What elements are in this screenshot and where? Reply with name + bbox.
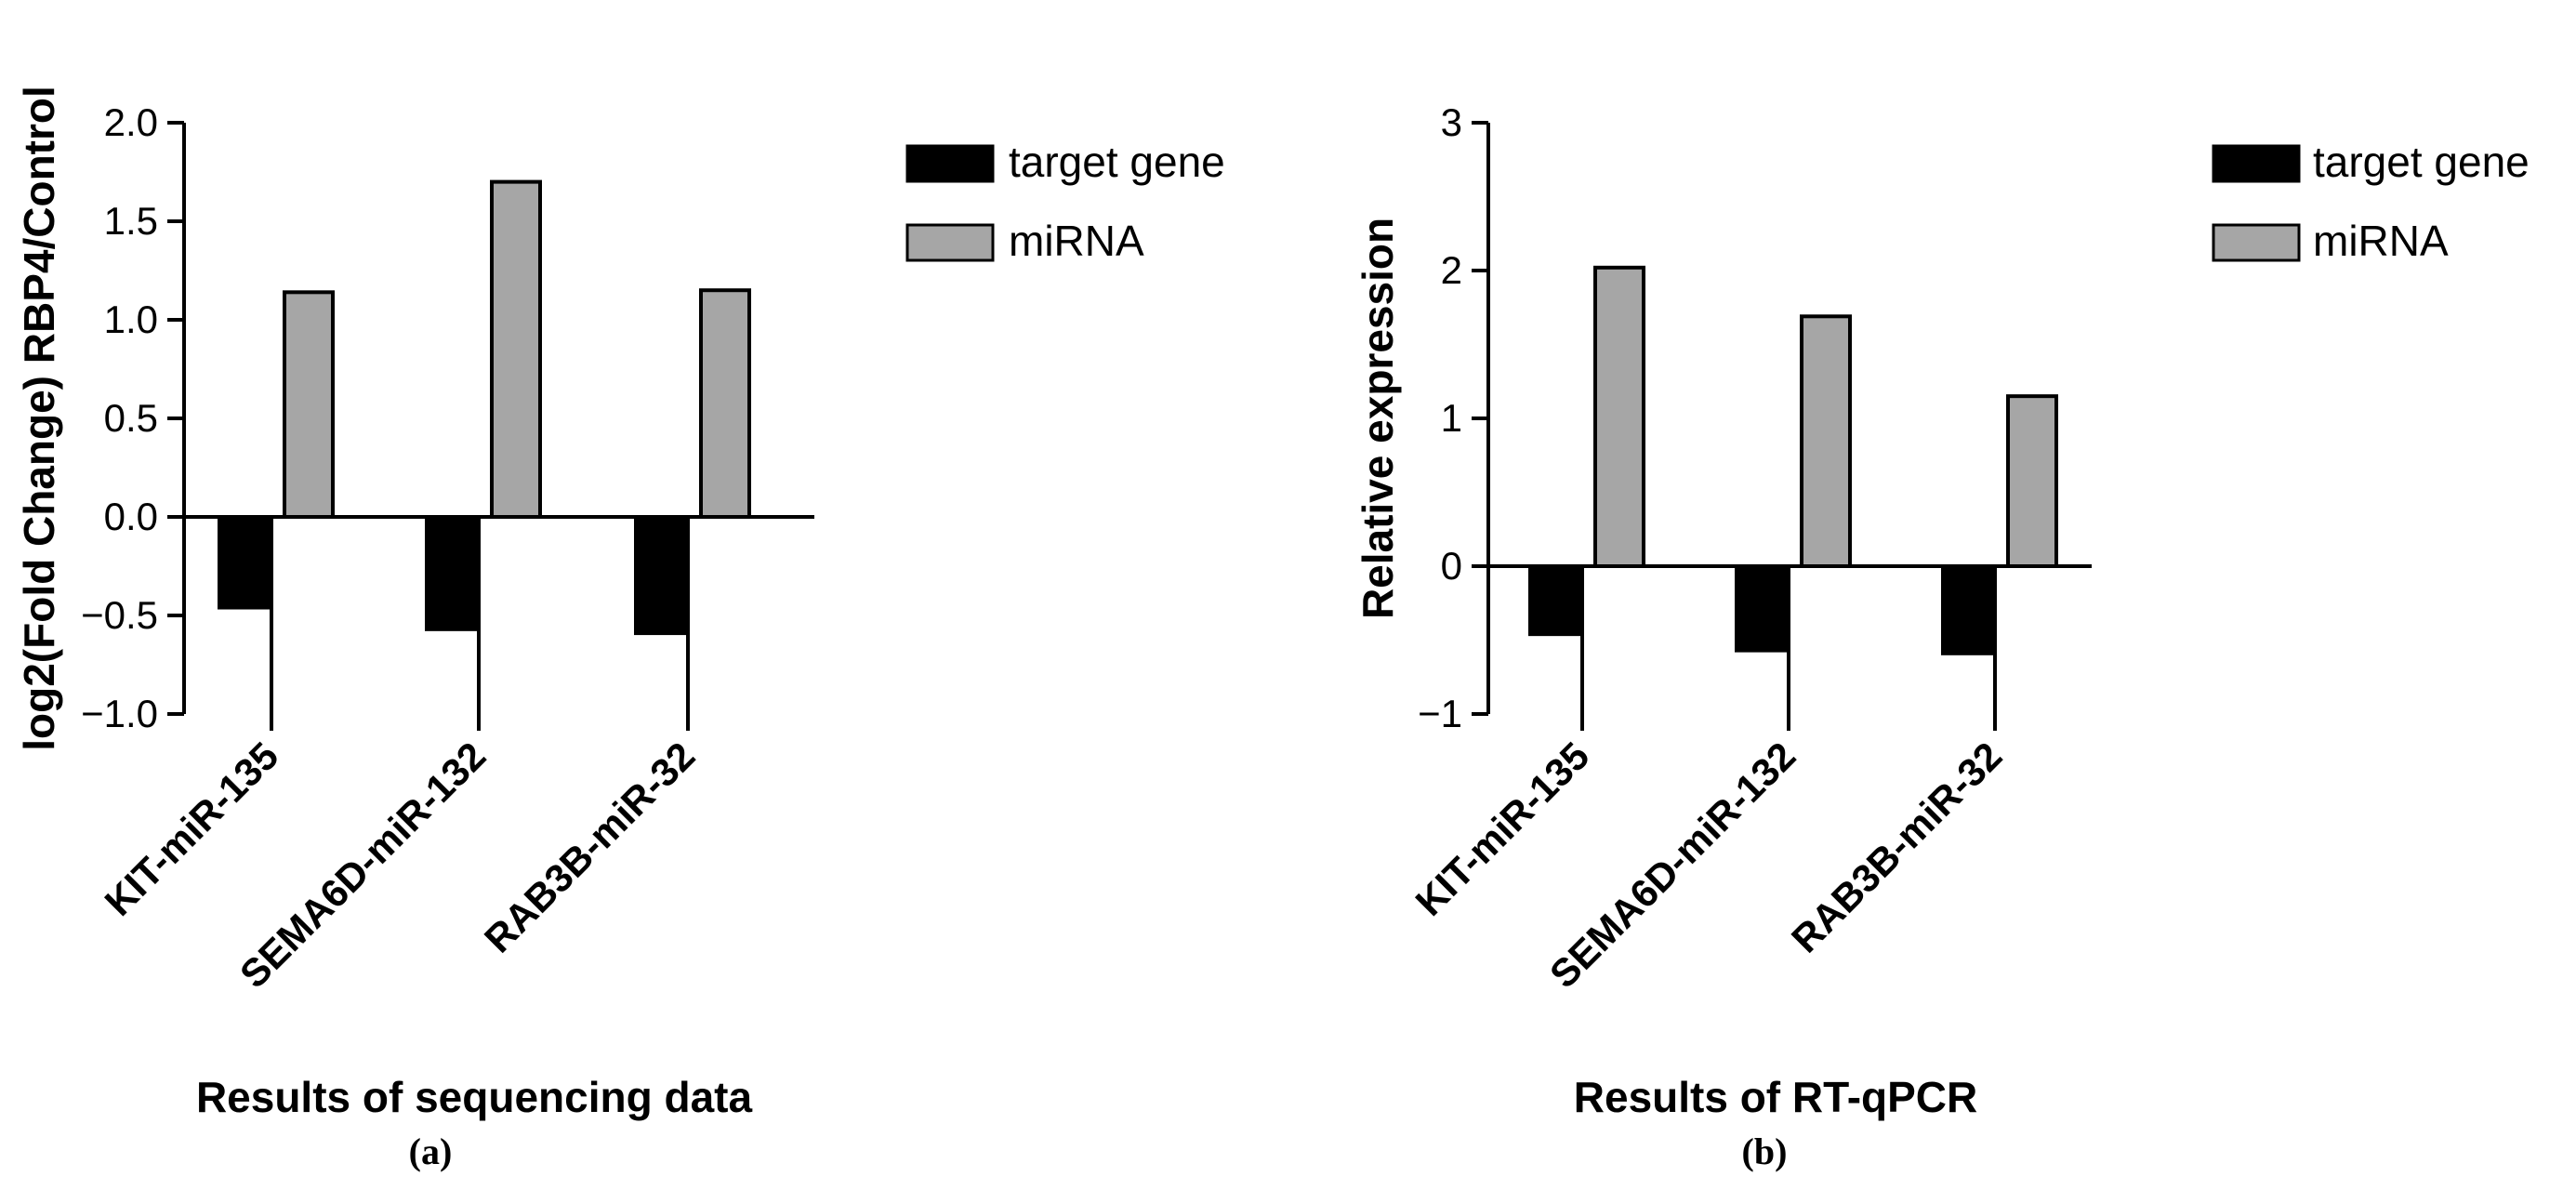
category-label-a: KIT-miR-135 bbox=[96, 734, 286, 924]
chart-panel-b: 3 2 1 0 −1 KIT-miR-135SEMA6D-miR-132RAB3B-mi… bbox=[1354, 100, 2530, 1172]
category-label-b: KIT-miR-135 bbox=[1407, 734, 1597, 924]
bar-mirna-a bbox=[699, 288, 751, 520]
bar-target-gene-b bbox=[1941, 564, 1993, 655]
y-axis-b: 3 2 1 0 −1 bbox=[1418, 100, 1490, 735]
x-axis-title-b: Results of RT-qPCR bbox=[1574, 1073, 1977, 1121]
y-tick-label-a: 1.0 bbox=[104, 298, 158, 341]
legend-label-target-a: target gene bbox=[1009, 138, 1225, 186]
legend-swatch-mirna-b bbox=[2212, 223, 2301, 262]
y-axis-title-a: log2(Fold Change) RBP4/Control bbox=[15, 86, 63, 751]
y-tick-label-a: 0.0 bbox=[104, 495, 158, 538]
y-tick-label-a: 0.5 bbox=[104, 396, 158, 440]
bar-mirna-a bbox=[283, 290, 335, 519]
bar-target-gene-a bbox=[425, 515, 477, 631]
bar-mirna-b bbox=[2006, 394, 2058, 568]
x-axis-ticks-a bbox=[270, 517, 690, 731]
y-axis-a: 2.0 1.5 1.0 0.5 0.0 −0.5 −1.0 bbox=[81, 100, 186, 735]
panel-label-a: (a) bbox=[409, 1130, 453, 1172]
bars-b bbox=[1528, 265, 2058, 655]
y-tick-label-b: 0 bbox=[1441, 544, 1462, 588]
y-tick-label-a: 2.0 bbox=[104, 100, 158, 144]
y-axis-title-b: Relative expression bbox=[1354, 218, 1402, 619]
x-axis-ticks-b bbox=[1580, 566, 1997, 731]
y-tick-label-b: 2 bbox=[1441, 248, 1462, 292]
bar-mirna-b bbox=[1800, 314, 1852, 568]
bar-mirna-a bbox=[490, 179, 542, 519]
legend-a: target gene miRNA bbox=[905, 138, 1225, 265]
y-tick-label-b: −1 bbox=[1418, 692, 1462, 735]
y-tick-label-b: 3 bbox=[1441, 100, 1462, 144]
y-tick-label-a: −0.5 bbox=[81, 593, 158, 637]
legend-label-target-b: target gene bbox=[2313, 138, 2530, 186]
category-label-b: RAB3B-miR-32 bbox=[1783, 734, 2010, 960]
bar-target-gene-a bbox=[218, 515, 270, 610]
y-tick-label-b: 1 bbox=[1441, 396, 1462, 440]
legend-swatch-target-b bbox=[2212, 144, 2301, 183]
category-label-a: RAB3B-miR-32 bbox=[476, 734, 703, 960]
bars-a bbox=[218, 179, 751, 636]
legend-swatch-mirna-a bbox=[905, 223, 995, 262]
bar-mirna-b bbox=[1593, 265, 1645, 568]
legend-b: target gene miRNA bbox=[2212, 138, 2530, 265]
bar-target-gene-b bbox=[1528, 564, 1580, 637]
chart-panel-a: 2.0 1.5 1.0 0.5 0.0 −0.5 −1.0 KIT-miR-135SEMA6… bbox=[15, 86, 1225, 1172]
bar-target-gene-b bbox=[1735, 564, 1787, 653]
y-tick-label-a: −1.0 bbox=[81, 692, 158, 735]
legend-label-mirna-a: miRNA bbox=[1009, 217, 1144, 265]
x-axis-title-a: Results of sequencing data bbox=[196, 1073, 753, 1121]
y-tick-label-a: 1.5 bbox=[104, 199, 158, 243]
legend-swatch-target-a bbox=[905, 144, 995, 183]
legend-label-mirna-b: miRNA bbox=[2313, 217, 2449, 265]
panel-label-b: (b) bbox=[1742, 1130, 1788, 1172]
bar-target-gene-a bbox=[634, 515, 686, 636]
